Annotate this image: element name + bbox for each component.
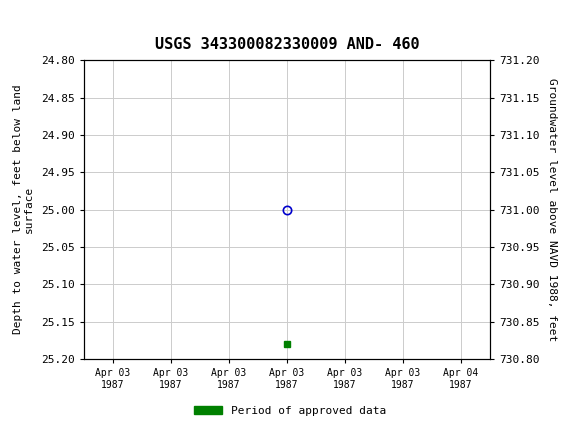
Title: USGS 343300082330009 AND- 460: USGS 343300082330009 AND- 460 [155,37,419,52]
Legend: Period of approved data: Period of approved data [190,401,390,420]
Text: ≋: ≋ [3,8,24,32]
Y-axis label: Depth to water level, feet below land
surface: Depth to water level, feet below land su… [13,85,34,335]
Y-axis label: Groundwater level above NAVD 1988, feet: Groundwater level above NAVD 1988, feet [546,78,557,341]
Text: USGS: USGS [35,10,103,30]
